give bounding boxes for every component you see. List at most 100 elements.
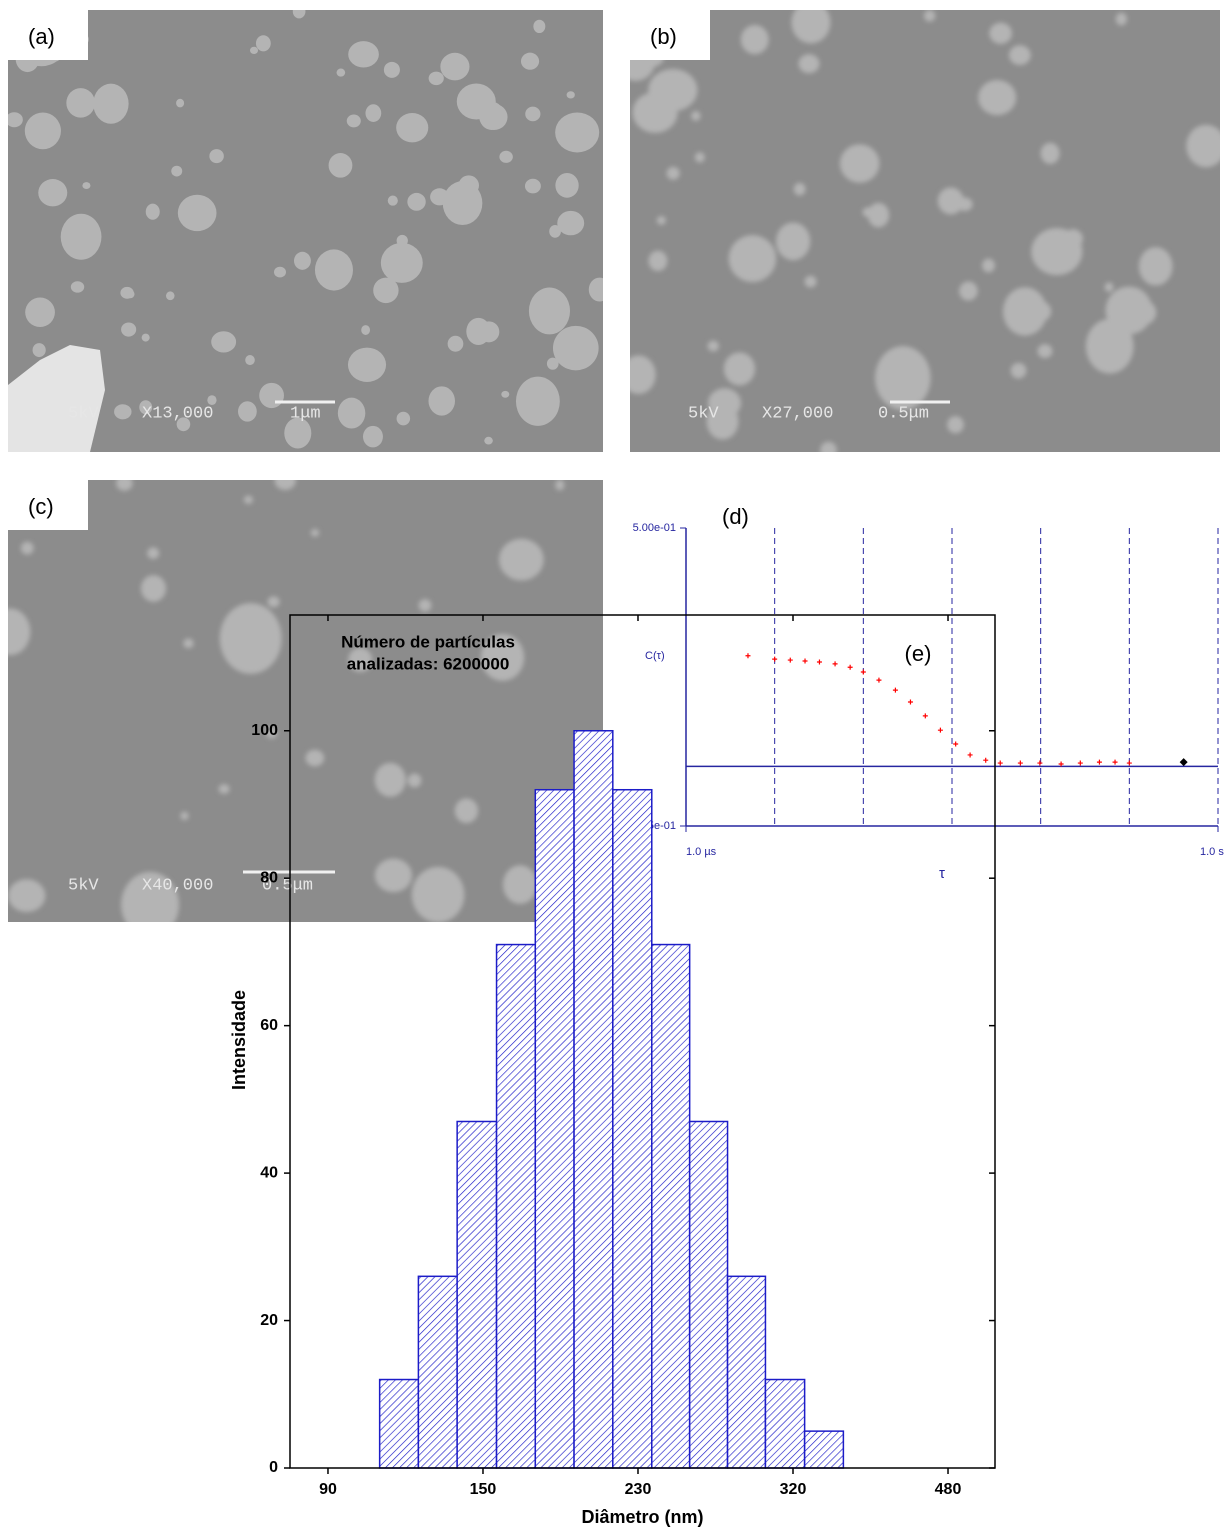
particle bbox=[776, 222, 811, 261]
data-point bbox=[787, 657, 793, 663]
bar bbox=[456, 1120, 498, 1469]
particle bbox=[126, 289, 135, 299]
particle bbox=[454, 798, 479, 824]
particle bbox=[666, 166, 680, 180]
particle bbox=[265, 726, 278, 739]
particle bbox=[1040, 142, 1060, 164]
data-point bbox=[907, 699, 913, 705]
particle bbox=[723, 352, 756, 386]
particle bbox=[989, 22, 1013, 44]
particle bbox=[798, 54, 820, 74]
debris bbox=[8, 345, 105, 452]
particle bbox=[566, 91, 575, 99]
data-point bbox=[892, 687, 898, 693]
sem-magnification: X13,000 bbox=[142, 404, 213, 423]
bar bbox=[417, 1275, 458, 1469]
annotation: Número de partículas bbox=[341, 632, 515, 651]
particle bbox=[502, 865, 538, 904]
particle bbox=[348, 41, 379, 68]
particle bbox=[145, 203, 160, 220]
particle bbox=[923, 10, 936, 22]
particle bbox=[440, 52, 470, 81]
particle bbox=[1002, 287, 1047, 336]
x-tick-label: 90 bbox=[319, 1481, 337, 1498]
sem-scale: 1μm bbox=[290, 404, 321, 423]
label-box bbox=[630, 10, 710, 60]
data-point bbox=[816, 659, 822, 665]
data-point bbox=[772, 656, 778, 662]
particle bbox=[8, 608, 31, 656]
y-tick-label: 80 bbox=[260, 869, 278, 886]
particle bbox=[240, 659, 249, 670]
particle bbox=[380, 242, 423, 283]
particle bbox=[478, 321, 500, 343]
particle bbox=[180, 811, 189, 821]
particle bbox=[305, 749, 325, 767]
particle bbox=[70, 281, 85, 293]
sem-scale: 0.5μm bbox=[262, 876, 313, 895]
particle bbox=[218, 784, 230, 794]
particle bbox=[501, 390, 510, 398]
particle bbox=[374, 858, 413, 893]
bar bbox=[651, 943, 691, 1469]
particle bbox=[219, 603, 282, 674]
y-tick-label: 0 bbox=[269, 1459, 278, 1476]
particle bbox=[728, 235, 777, 283]
particle bbox=[259, 382, 284, 409]
particles bbox=[8, 480, 593, 922]
particle bbox=[520, 52, 540, 70]
particle bbox=[32, 343, 46, 358]
sem-voltage: 5kV bbox=[68, 876, 99, 895]
particle bbox=[479, 101, 505, 130]
particle bbox=[484, 436, 493, 445]
x-tick-label: 150 bbox=[470, 1481, 497, 1498]
particle bbox=[292, 10, 306, 19]
particle bbox=[875, 346, 931, 410]
particle bbox=[116, 480, 133, 491]
data-point bbox=[937, 727, 943, 733]
sem-images: (a) 5kV X13,000 1μm (b) 5kV X27,000 0.5μm (c) 5kV… bbox=[8, 10, 1220, 922]
particle bbox=[428, 71, 444, 86]
data-point bbox=[860, 669, 866, 675]
sem-scale: 0.5μm bbox=[878, 404, 929, 423]
particle bbox=[959, 281, 978, 301]
particle bbox=[243, 495, 253, 505]
particle bbox=[362, 425, 383, 448]
particle bbox=[273, 266, 286, 278]
particle bbox=[1104, 282, 1114, 293]
particle bbox=[211, 331, 237, 353]
panel-label: (a) bbox=[28, 24, 55, 49]
particle bbox=[245, 355, 255, 366]
data-point bbox=[1077, 760, 1083, 766]
particle bbox=[121, 872, 179, 922]
data-point bbox=[1126, 760, 1132, 766]
particle bbox=[630, 355, 656, 395]
data-point bbox=[1017, 760, 1023, 766]
sem-magnification: X27,000 bbox=[762, 404, 833, 423]
data-point bbox=[997, 760, 1003, 766]
particle bbox=[365, 104, 382, 122]
particle bbox=[804, 275, 817, 288]
particle bbox=[361, 325, 371, 335]
particle bbox=[555, 480, 565, 491]
particle bbox=[515, 376, 560, 426]
particle bbox=[791, 10, 831, 44]
particle bbox=[314, 249, 353, 291]
particle bbox=[555, 172, 579, 198]
x-axis-label: Diâmetro (nm) bbox=[581, 1507, 703, 1527]
particle bbox=[937, 187, 964, 215]
particle bbox=[336, 68, 346, 77]
y-tick-label: 100 bbox=[251, 722, 278, 739]
particle bbox=[387, 195, 398, 206]
panel-label: (c) bbox=[28, 494, 54, 519]
sem-voltage: 5kV bbox=[68, 404, 99, 423]
particle bbox=[171, 165, 183, 177]
particle bbox=[1186, 124, 1220, 168]
y-tick-label: 60 bbox=[260, 1017, 278, 1034]
sem-image: (b) 5kV X27,000 0.5μm bbox=[630, 10, 1220, 452]
particle bbox=[374, 762, 406, 797]
particle bbox=[978, 80, 1017, 116]
bar bbox=[688, 1120, 729, 1469]
bar bbox=[803, 1430, 845, 1469]
sem-magnification: X40,000 bbox=[142, 876, 213, 895]
